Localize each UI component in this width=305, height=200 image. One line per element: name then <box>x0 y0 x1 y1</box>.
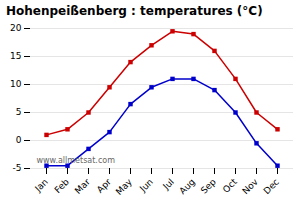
svg-text:May: May <box>114 176 135 197</box>
svg-text:Dec: Dec <box>262 177 281 196</box>
svg-text:5: 5 <box>16 107 22 117</box>
svg-text:Aug: Aug <box>177 177 197 197</box>
svg-text:15: 15 <box>10 51 21 61</box>
svg-text:Mar: Mar <box>73 176 92 195</box>
svg-text:Sep: Sep <box>199 177 218 196</box>
svg-text:20: 20 <box>10 23 22 33</box>
svg-text:Jan: Jan <box>32 177 50 195</box>
html-text:Hohenpeißenberg : temperatures: Hohenpeißenberg : temperatures (°C) <box>6 4 263 18</box>
svg-text:0: 0 <box>16 135 22 145</box>
svg-text:10: 10 <box>10 79 22 89</box>
svg-text:Jun: Jun <box>137 177 155 195</box>
svg-text:-5: -5 <box>13 163 22 173</box>
svg-text:Feb: Feb <box>53 177 72 196</box>
svg-text:Apr: Apr <box>95 177 113 195</box>
svg-text:Nov: Nov <box>240 176 260 196</box>
svg-text:www.allmetsat.com: www.allmetsat.com <box>37 156 116 165</box>
svg-text:Jul: Jul <box>160 177 175 192</box>
svg-text:Oct: Oct <box>221 176 239 194</box>
